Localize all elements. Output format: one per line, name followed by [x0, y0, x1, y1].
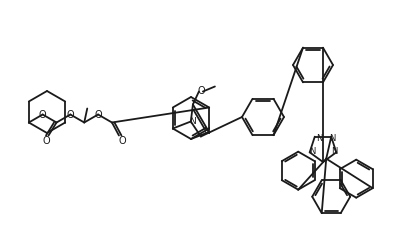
Text: O: O — [43, 135, 50, 145]
Text: N: N — [317, 134, 323, 143]
Text: N: N — [189, 117, 196, 126]
Text: O: O — [94, 110, 102, 120]
Text: O: O — [197, 87, 205, 96]
Text: N: N — [329, 134, 335, 143]
Text: N: N — [331, 147, 337, 156]
Text: O: O — [39, 110, 46, 120]
Text: O: O — [118, 135, 126, 145]
Text: N: N — [204, 128, 210, 136]
Text: O: O — [66, 110, 74, 120]
Text: N: N — [310, 147, 316, 156]
